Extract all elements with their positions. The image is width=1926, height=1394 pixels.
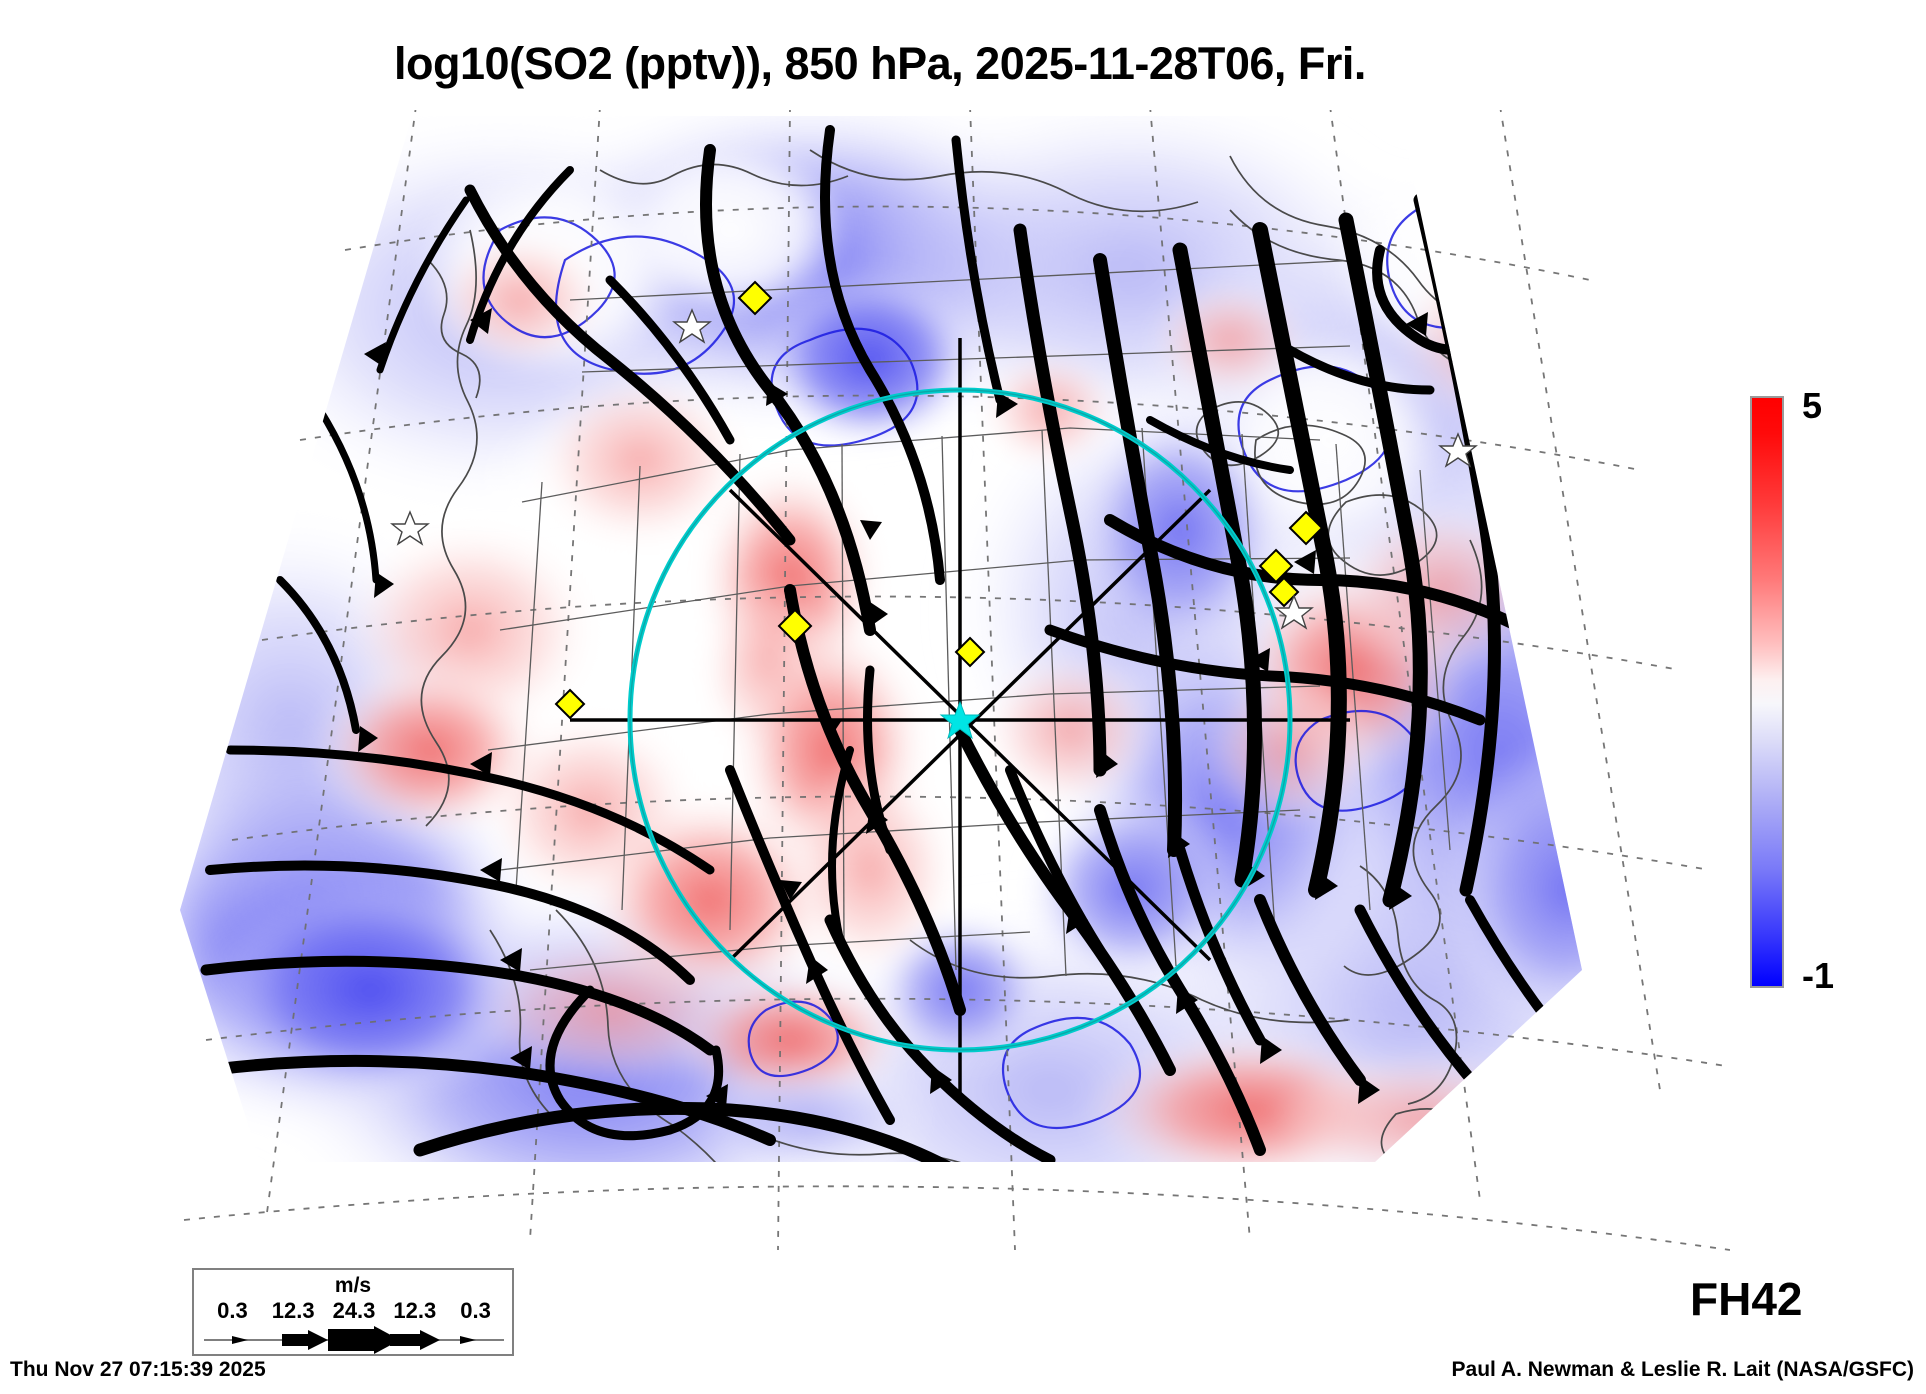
colorbar-gradient <box>1750 396 1784 988</box>
wind-tick-3: 12.3 <box>393 1298 437 1323</box>
station-marker <box>954 636 986 668</box>
wind-tick-1: 12.3 <box>271 1298 315 1323</box>
author-credit: Paul A. Newman & Leslie R. Lait (NASA/GS… <box>1451 1358 1914 1381</box>
station-marker <box>1268 576 1300 608</box>
colorbar: 5 -1 <box>1748 388 1918 998</box>
forecast-hour-label: FH42 <box>1690 1273 1803 1325</box>
wind-streamlines <box>200 125 1582 1162</box>
page-title: log10(SO2 (pptv)), 850 hPa, 2025-11-28T0… <box>394 38 1366 89</box>
map-plot <box>180 110 1730 1251</box>
wind-speed-legend: m/s 0.3 12.3 24.3 12.3 0.3 <box>192 1268 514 1356</box>
wind-tick-2: 24.3 <box>332 1298 376 1323</box>
generation-timestamp: Thu Nov 27 07:15:39 2025 <box>10 1358 266 1381</box>
station-marker <box>1288 510 1324 546</box>
station-marker <box>554 688 586 720</box>
station-markers[interactable] <box>554 280 1324 720</box>
colorbar-max-label: 5 <box>1802 385 1823 426</box>
wind-scale-arrow-icon <box>204 1326 504 1354</box>
wind-legend-tick-labels: 0.3 12.3 24.3 12.3 0.3 <box>202 1298 506 1324</box>
range-ring-edge <box>629 389 1291 1051</box>
station-marker <box>1258 548 1294 584</box>
wind-tick-0: 0.3 <box>217 1298 248 1323</box>
map-panel <box>170 110 1730 1270</box>
center-star-marker[interactable] <box>939 700 981 740</box>
wind-tick-4: 0.3 <box>460 1298 491 1323</box>
wind-legend-units-label: m/s <box>334 1274 372 1297</box>
colorbar-min-label: -1 <box>1802 955 1835 996</box>
station-marker <box>777 608 813 644</box>
station-marker <box>737 280 773 316</box>
city-star-markers <box>390 308 1478 630</box>
